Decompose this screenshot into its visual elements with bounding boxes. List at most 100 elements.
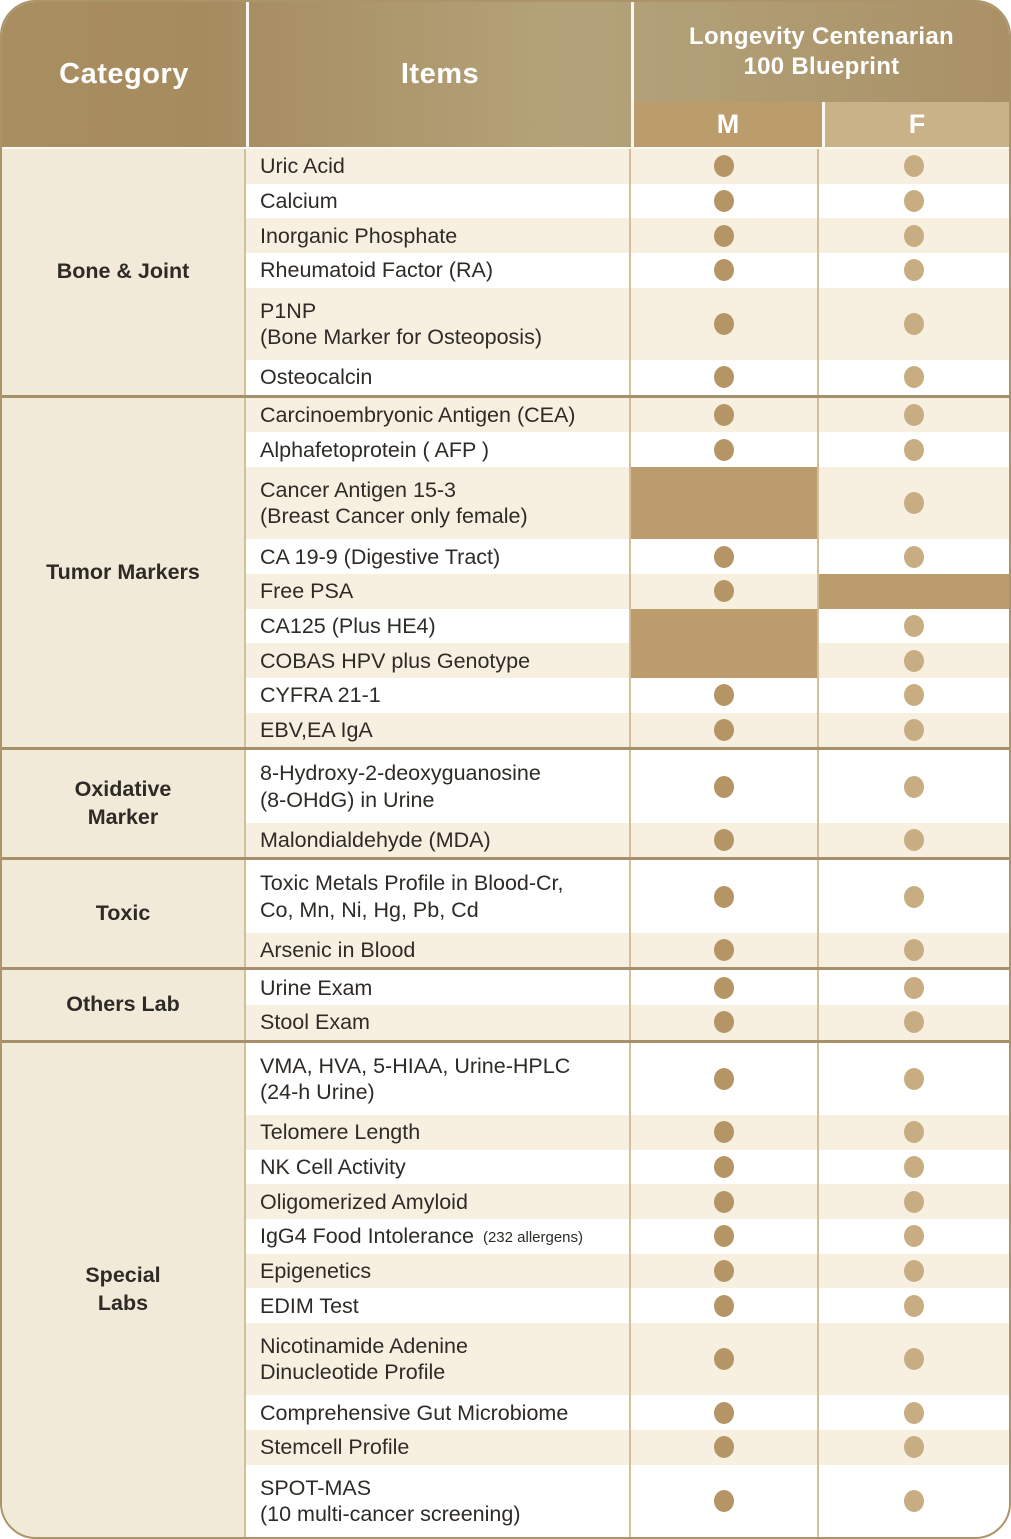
- male-cell: [629, 432, 817, 468]
- female-included-dot-icon: [904, 1294, 924, 1317]
- female-included-dot-icon: [904, 224, 924, 247]
- table-row: Malondialdehyde (MDA): [246, 822, 1009, 858]
- table-row: Stool Exam: [246, 1005, 1009, 1040]
- female-cell: [817, 822, 1009, 858]
- table-row: Calcium: [246, 183, 1009, 219]
- item-cell: NK Cell Activity: [246, 1150, 629, 1185]
- male-included-dot-icon: [714, 366, 734, 389]
- female-included-dot-icon: [904, 1225, 924, 1248]
- category-cell: Oxidative Marker: [2, 750, 246, 858]
- male-cell: [629, 1253, 817, 1289]
- gender-subheader: M F: [634, 102, 1009, 147]
- item-cell: Nicotinamide Adenine Dinucleotide Profil…: [246, 1323, 629, 1395]
- item-label: SPOT-MAS (10 multi-cancer screening): [260, 1475, 521, 1526]
- female-cell: [817, 678, 1009, 713]
- item-label: Toxic Metals Profile in Blood-Cr, Co, Mn…: [260, 871, 564, 922]
- female-included-dot-icon: [904, 1348, 924, 1371]
- male-not-applicable-cell: [629, 608, 817, 644]
- female-cell: [817, 253, 1009, 288]
- male-included-dot-icon: [714, 829, 734, 851]
- table-row: CA125 (Plus HE4): [246, 608, 1009, 644]
- female-included-dot-icon: [904, 1190, 924, 1213]
- table-row: Osteocalcin: [246, 360, 1009, 395]
- male-column-header-label: M: [716, 109, 740, 139]
- item-label: Malondialdehyde (MDA): [260, 827, 491, 852]
- female-included-dot-icon: [904, 1155, 924, 1178]
- group-rows: Toxic Metals Profile in Blood-Cr, Co, Mn…: [246, 860, 1009, 968]
- table-row: P1NP (Bone Marker for Osteoposis): [246, 287, 1009, 360]
- male-cell: [629, 574, 817, 609]
- female-cell: [817, 970, 1009, 1005]
- table-row: NK Cell Activity: [246, 1149, 1009, 1185]
- female-included-dot-icon: [904, 438, 924, 461]
- female-cell: [817, 1288, 1009, 1324]
- item-label: EDIM Test: [260, 1293, 359, 1318]
- table-row: Oligomerized Amyloid: [246, 1184, 1009, 1219]
- item-label: 8-Hydroxy-2-deoxyguanosine (8-OHdG) in U…: [260, 761, 541, 812]
- table-row: COBAS HPV plus Genotype: [246, 643, 1009, 679]
- female-cell: [817, 1253, 1009, 1289]
- male-cell: [629, 1464, 817, 1537]
- item-cell: Stemcell Profile: [246, 1430, 629, 1465]
- male-cell: [629, 218, 817, 254]
- male-included-dot-icon: [714, 224, 734, 247]
- item-label: Free PSA: [260, 579, 354, 604]
- table-row: CYFRA 21-1: [246, 678, 1009, 713]
- male-included-dot-icon: [714, 976, 734, 999]
- category-column-header: Category: [2, 2, 246, 147]
- male-included-dot-icon: [714, 1011, 734, 1034]
- table-row: Alphafetoprotein ( AFP ): [246, 432, 1009, 468]
- group-rows: Carcinoembryonic Antigen (CEA) Alphafetop…: [246, 397, 1009, 748]
- female-included-dot-icon: [904, 719, 924, 742]
- male-cell: [629, 970, 817, 1005]
- category-group: Special Labs VMA, HVA, 5-HIAA, Urine-HPLC…: [2, 1039, 1009, 1537]
- male-included-dot-icon: [714, 775, 734, 798]
- item-cell: Calcium: [246, 184, 629, 219]
- female-cell: [817, 1323, 1009, 1396]
- female-cell: [817, 1005, 1009, 1040]
- female-included-dot-icon: [904, 615, 924, 637]
- category-cell: Others Lab: [2, 970, 246, 1040]
- item-label: Stool Exam: [260, 1010, 370, 1035]
- female-included-dot-icon: [904, 829, 924, 851]
- female-cell: [817, 750, 1009, 823]
- female-cell: [817, 397, 1009, 433]
- item-label: Nicotinamide Adenine Dinucleotide Profil…: [260, 1333, 468, 1385]
- male-cell: [629, 1430, 817, 1465]
- male-cell: [629, 712, 817, 748]
- male-cell: [629, 822, 817, 858]
- item-cell: Urine Exam: [246, 970, 629, 1005]
- group-rows: 8-Hydroxy-2-deoxyguanosine (8-OHdG) in U…: [246, 750, 1009, 858]
- table-row: CA 19-9 (Digestive Tract): [246, 539, 1009, 574]
- category-group: Toxic Toxic Metals Profile in Blood-Cr, C…: [2, 857, 1009, 968]
- item-cell: CA125 (Plus HE4): [246, 609, 629, 644]
- female-included-dot-icon: [904, 492, 924, 515]
- male-cell: [629, 1288, 817, 1324]
- item-cell: CYFRA 21-1: [246, 678, 629, 713]
- male-included-dot-icon: [714, 1121, 734, 1144]
- package-title-line1: Longevity Centenarian: [688, 23, 954, 50]
- female-cell: [817, 1464, 1009, 1537]
- table-row: Arsenic in Blood: [246, 932, 1009, 968]
- female-cell: [817, 643, 1009, 679]
- male-not-applicable-cell: [629, 643, 817, 679]
- male-cell: [629, 1005, 817, 1040]
- female-included-dot-icon: [904, 976, 924, 999]
- item-label: Urine Exam: [260, 975, 373, 1000]
- item-cell: EBV,EA IgA: [246, 713, 629, 748]
- male-included-dot-icon: [714, 1190, 734, 1213]
- item-label: VMA, HVA, 5-HIAA, Urine-HPLC (24-h Urine…: [260, 1053, 571, 1104]
- item-label: Comprehensive Gut Microbiome: [260, 1400, 569, 1425]
- item-label: IgG4 Food Intolerance: [260, 1224, 474, 1249]
- female-cell: [817, 1042, 1009, 1115]
- items-column-header-label: Items: [400, 58, 480, 90]
- item-cell: IgG4 Food Intolerance (232 allergens): [246, 1219, 629, 1254]
- female-cell: [817, 467, 1009, 540]
- table-body: Bone & Joint Uric Acid Calcium Inorganic Ph…: [2, 147, 1009, 1537]
- male-included-dot-icon: [714, 312, 734, 335]
- female-cell: [817, 1114, 1009, 1150]
- male-cell: [629, 539, 817, 574]
- table-row: Toxic Metals Profile in Blood-Cr, Co, Mn…: [246, 860, 1009, 933]
- male-cell: [629, 1323, 817, 1396]
- table-header: Category Items Longevity Centenarian 100…: [2, 2, 1009, 147]
